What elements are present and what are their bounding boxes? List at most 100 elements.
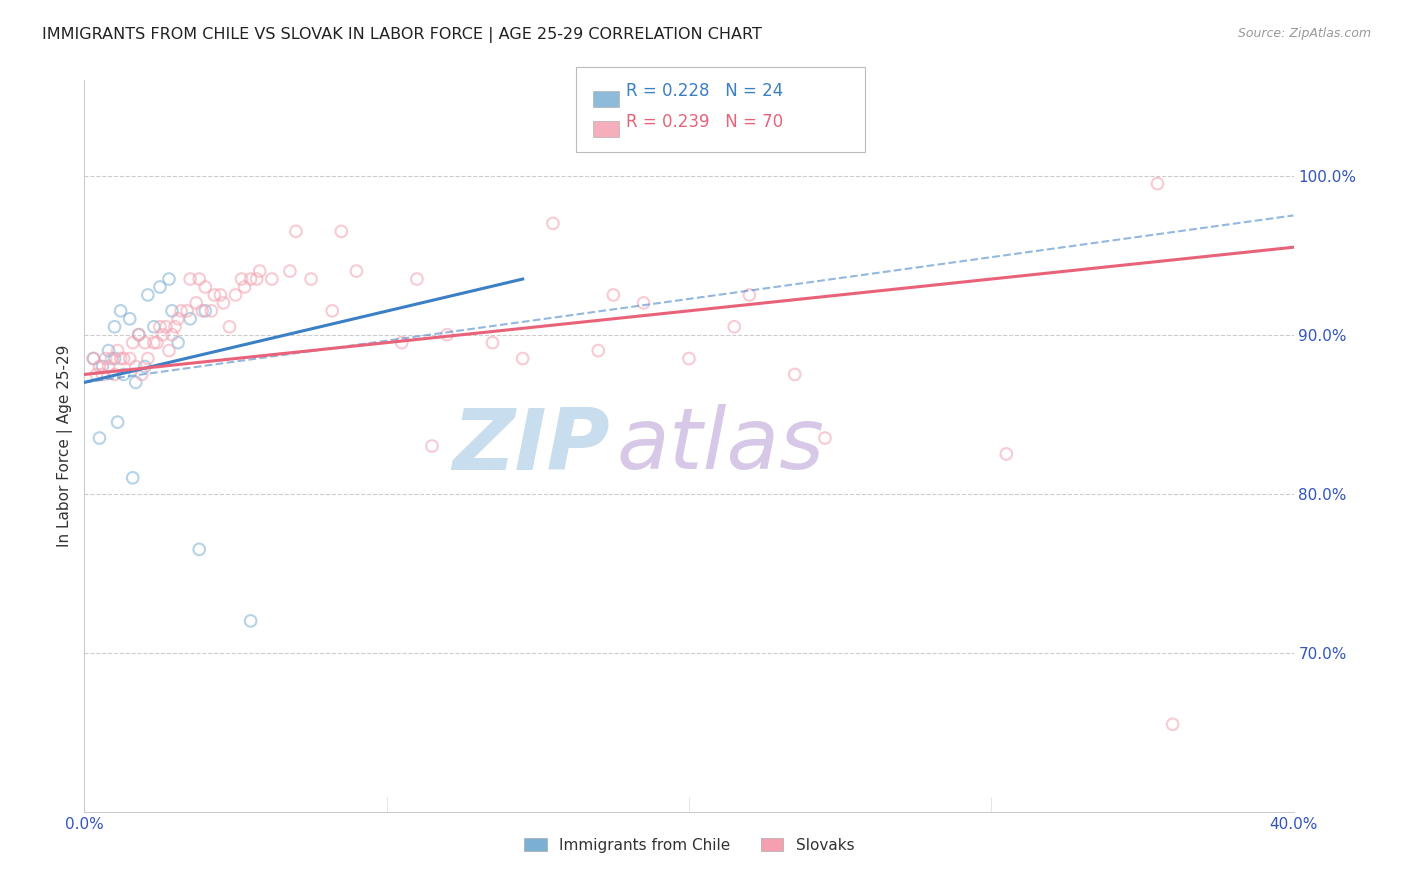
Point <box>146 335 169 350</box>
Point <box>91 368 114 382</box>
Point <box>231 272 253 286</box>
Point <box>107 415 129 429</box>
Point <box>128 327 150 342</box>
Point <box>420 439 443 453</box>
Point <box>436 327 458 342</box>
Text: R = 0.228   N = 24: R = 0.228 N = 24 <box>626 82 783 100</box>
Point <box>330 224 353 238</box>
Point <box>121 335 143 350</box>
Point <box>134 359 156 374</box>
Point <box>678 351 700 366</box>
Point <box>541 216 564 230</box>
Point <box>89 431 111 445</box>
Point <box>814 431 837 445</box>
Point <box>212 296 235 310</box>
Point <box>142 319 165 334</box>
Point <box>125 376 148 390</box>
Point <box>191 303 214 318</box>
Point <box>118 351 141 366</box>
Text: ZIP: ZIP <box>453 404 610 488</box>
Point <box>167 311 190 326</box>
Point <box>602 288 624 302</box>
Point <box>218 319 240 334</box>
Point <box>176 303 198 318</box>
Point <box>149 319 172 334</box>
Point <box>118 311 141 326</box>
Point <box>110 303 132 318</box>
Point <box>278 264 301 278</box>
Point <box>155 319 177 334</box>
Point <box>89 359 111 374</box>
Point <box>152 327 174 342</box>
Point <box>91 359 114 374</box>
Point <box>167 335 190 350</box>
Y-axis label: In Labor Force | Age 25-29: In Labor Force | Age 25-29 <box>58 345 73 547</box>
Point <box>194 303 217 318</box>
Point <box>179 311 201 326</box>
Point <box>121 471 143 485</box>
Point <box>200 303 222 318</box>
Point <box>100 351 122 366</box>
Point <box>86 368 108 382</box>
Point <box>260 272 283 286</box>
Point <box>165 319 187 334</box>
Point <box>82 351 104 366</box>
Point <box>346 264 368 278</box>
Point <box>249 264 271 278</box>
Point <box>233 280 256 294</box>
Point <box>481 335 503 350</box>
Point <box>136 351 159 366</box>
Point <box>128 327 150 342</box>
Legend: Immigrants from Chile, Slovaks: Immigrants from Chile, Slovaks <box>517 831 860 859</box>
Point <box>723 319 745 334</box>
Point <box>633 296 655 310</box>
Point <box>225 288 247 302</box>
Point <box>209 288 232 302</box>
Point <box>112 351 135 366</box>
Text: atlas: atlas <box>616 404 824 488</box>
Point <box>136 288 159 302</box>
Point <box>783 368 806 382</box>
Point <box>104 319 127 334</box>
Point <box>104 368 127 382</box>
Point <box>406 272 429 286</box>
Point <box>142 335 165 350</box>
Point <box>194 280 217 294</box>
Point <box>239 614 262 628</box>
Point <box>285 224 308 238</box>
Text: R = 0.239   N = 70: R = 0.239 N = 70 <box>626 113 783 131</box>
Point <box>246 272 269 286</box>
Point <box>239 272 262 286</box>
Point <box>131 368 153 382</box>
Point <box>94 351 117 366</box>
Point <box>188 272 211 286</box>
Point <box>188 542 211 557</box>
Point <box>995 447 1018 461</box>
Point <box>125 359 148 374</box>
Point <box>149 280 172 294</box>
Point <box>202 288 225 302</box>
Point <box>107 343 129 358</box>
Point <box>112 368 135 382</box>
Point <box>321 303 343 318</box>
Point <box>588 343 610 358</box>
Point <box>1161 717 1184 731</box>
Point <box>738 288 761 302</box>
Text: Source: ZipAtlas.com: Source: ZipAtlas.com <box>1237 27 1371 40</box>
Point <box>512 351 534 366</box>
Point <box>160 327 183 342</box>
Point <box>186 296 208 310</box>
Point <box>110 351 132 366</box>
Point <box>179 272 201 286</box>
Point <box>299 272 322 286</box>
Point <box>82 351 104 366</box>
Point <box>97 343 120 358</box>
Point <box>170 303 193 318</box>
Text: IMMIGRANTS FROM CHILE VS SLOVAK IN LABOR FORCE | AGE 25-29 CORRELATION CHART: IMMIGRANTS FROM CHILE VS SLOVAK IN LABOR… <box>42 27 762 43</box>
Point <box>160 303 183 318</box>
Point <box>97 359 120 374</box>
Point <box>1146 177 1168 191</box>
Point <box>134 335 156 350</box>
Point <box>157 343 180 358</box>
Point <box>391 335 413 350</box>
